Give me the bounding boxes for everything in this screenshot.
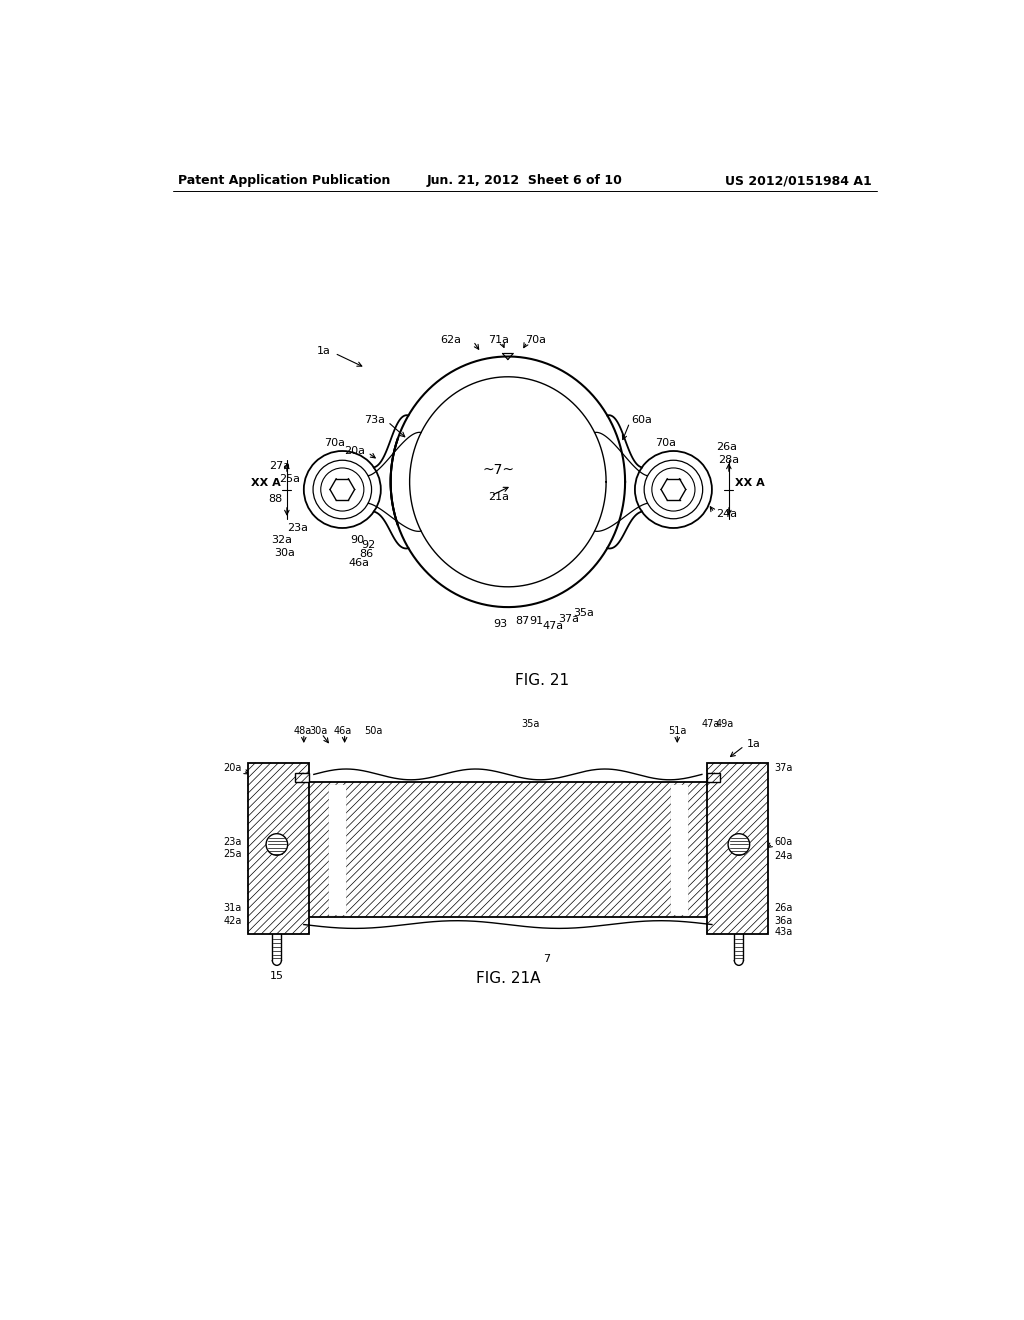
Text: 31a: 31a: [223, 903, 242, 912]
Text: FIG. 21: FIG. 21: [515, 673, 569, 688]
Text: 43a: 43a: [774, 927, 793, 937]
Bar: [295, 774, 309, 781]
Text: XX A: XX A: [251, 478, 281, 488]
Text: 46a: 46a: [348, 558, 370, 569]
Text: 50a: 50a: [364, 726, 382, 735]
Text: 35a: 35a: [522, 719, 540, 730]
Text: Jun. 21, 2012  Sheet 6 of 10: Jun. 21, 2012 Sheet 6 of 10: [427, 174, 623, 187]
Text: 71a: 71a: [488, 334, 509, 345]
Bar: [707, 774, 720, 781]
Text: 91: 91: [529, 616, 544, 626]
Text: 87: 87: [515, 616, 529, 626]
Polygon shape: [330, 785, 345, 913]
Text: 1a: 1a: [746, 739, 761, 748]
Text: 46a: 46a: [334, 726, 352, 735]
Text: 70a: 70a: [325, 438, 345, 449]
Bar: [707, 763, 768, 933]
Text: 62a: 62a: [440, 334, 462, 345]
Text: 20a: 20a: [344, 446, 366, 455]
Circle shape: [728, 834, 750, 855]
Text: 49a: 49a: [716, 719, 734, 730]
Text: 20a: 20a: [223, 763, 242, 774]
Text: 70a: 70a: [524, 334, 546, 345]
Text: 86: 86: [359, 549, 374, 560]
Bar: [248, 763, 309, 933]
Text: 73a: 73a: [364, 416, 385, 425]
Bar: [300, 781, 716, 917]
Text: 36a: 36a: [774, 916, 793, 925]
Text: 92: 92: [361, 540, 376, 550]
Text: 60a: 60a: [774, 837, 793, 847]
Text: ~7~: ~7~: [482, 463, 515, 478]
Text: 28a: 28a: [718, 455, 739, 465]
Text: 93: 93: [494, 619, 507, 630]
Text: 48a: 48a: [293, 726, 311, 735]
Text: Patent Application Publication: Patent Application Publication: [178, 174, 391, 187]
Text: 26a: 26a: [716, 442, 736, 453]
Text: 23a: 23a: [223, 837, 242, 847]
Text: 35a: 35a: [573, 609, 594, 618]
Text: 37a: 37a: [558, 614, 579, 624]
Text: 70a: 70a: [655, 438, 676, 449]
Text: 25a: 25a: [279, 474, 300, 483]
Text: 60a: 60a: [631, 416, 652, 425]
Text: 42a: 42a: [223, 916, 242, 925]
Text: 25a: 25a: [223, 849, 242, 859]
Polygon shape: [671, 785, 686, 913]
Text: 27a: 27a: [269, 462, 290, 471]
Text: 30a: 30a: [273, 548, 295, 557]
Circle shape: [266, 834, 288, 855]
Text: 15: 15: [270, 972, 284, 981]
Text: 51a: 51a: [668, 726, 686, 735]
Text: 24a: 24a: [716, 510, 737, 519]
Text: US 2012/0151984 A1: US 2012/0151984 A1: [725, 174, 871, 187]
Text: 37a: 37a: [774, 763, 793, 774]
Text: 47a: 47a: [543, 620, 563, 631]
Text: 90: 90: [350, 535, 365, 545]
Text: 7: 7: [543, 954, 550, 964]
Text: FIG. 21A: FIG. 21A: [475, 972, 540, 986]
Text: 21a: 21a: [488, 492, 510, 502]
Text: 32a: 32a: [271, 535, 292, 545]
Text: 30a: 30a: [309, 726, 328, 735]
Text: XX A: XX A: [735, 478, 765, 488]
Text: 88: 88: [268, 494, 283, 504]
Text: 23a: 23a: [287, 523, 307, 533]
Text: 24a: 24a: [774, 851, 793, 861]
Text: 1a: 1a: [316, 346, 331, 356]
Text: 47a: 47a: [701, 719, 720, 730]
Text: 26a: 26a: [774, 903, 793, 912]
